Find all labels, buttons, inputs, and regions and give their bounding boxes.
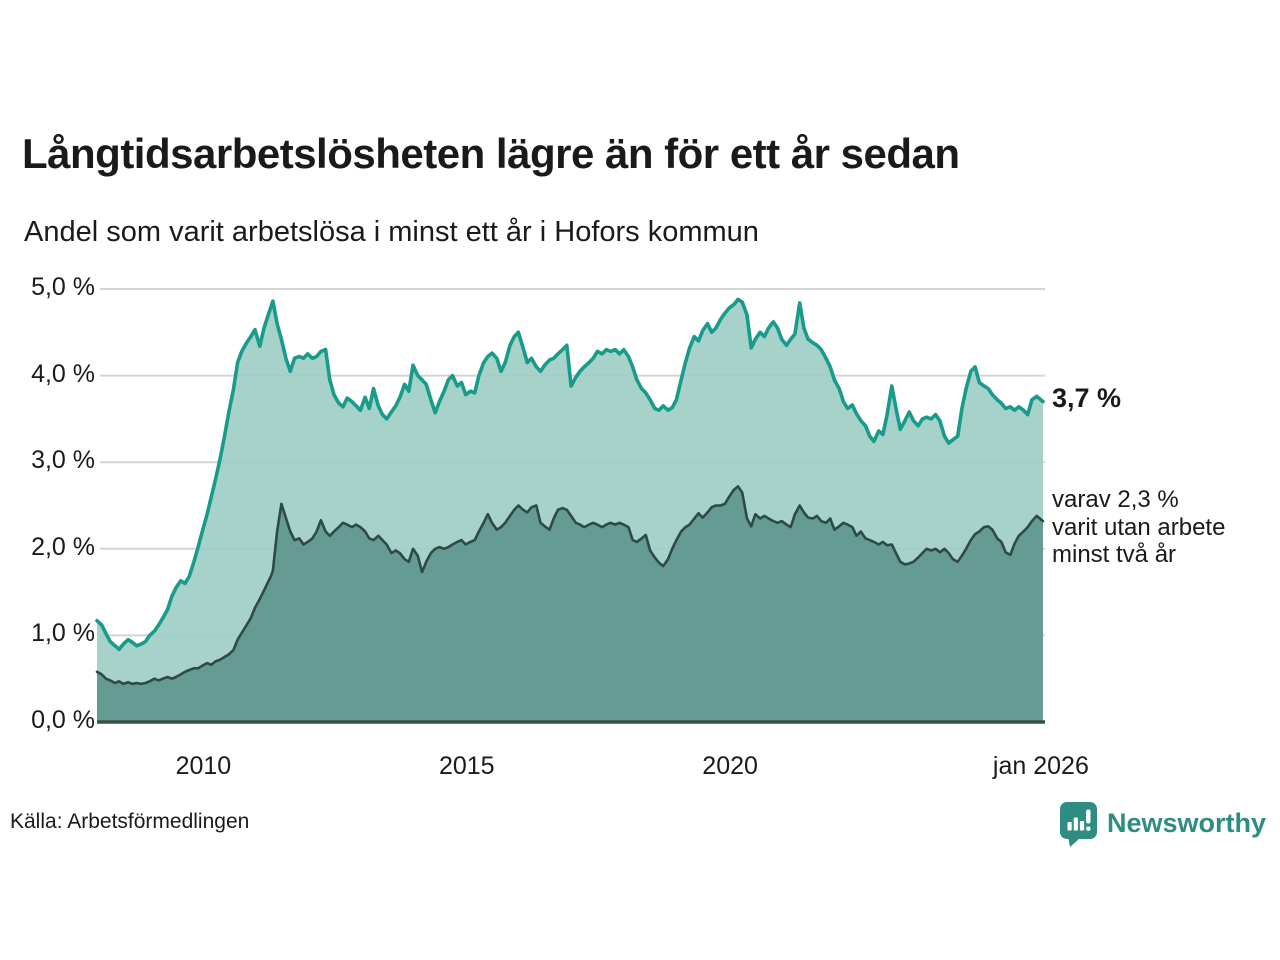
chart-areas [97, 299, 1043, 722]
x-tick-label: 2010 [175, 752, 232, 780]
chart-subtitle: Andel som varit arbetslösa i minst ett å… [24, 216, 759, 248]
newsworthy-wordmark: Newsworthy [1106, 808, 1266, 838]
annotation-line: varav 2,3 % [1052, 486, 1179, 513]
source-caption: Källa: Arbetsförmedlingen [10, 810, 250, 833]
latest-value-label: 3,7 % [1052, 383, 1122, 413]
y-tick-label: 4,0 % [31, 359, 95, 388]
y-tick-label: 3,0 % [31, 446, 95, 475]
x-tick-label: 2015 [438, 752, 495, 780]
y-tick-label: 1,0 % [31, 619, 95, 648]
y-tick-label: 5,0 % [31, 273, 95, 301]
newsworthy-logo-icon [1059, 802, 1097, 847]
x-tick-label: 2020 [702, 752, 758, 780]
page-title: Långtidsarbetslösheten lägre än för ett … [22, 130, 960, 177]
secondary-value-annotation: varav 2,3 % varit utan arbete minst två år [1052, 486, 1225, 569]
y-tick-label: 0,0 % [31, 706, 95, 734]
x-tick-label: jan 2026 [992, 752, 1089, 780]
annotation-line: minst två år [1052, 541, 1177, 568]
y-tick-label: 2,0 % [31, 532, 95, 561]
newsworthy-logo: Newsworthy [1058, 800, 1266, 847]
annotation-line: varit utan arbete [1052, 513, 1226, 541]
chart-lines [95, 297, 1045, 686]
